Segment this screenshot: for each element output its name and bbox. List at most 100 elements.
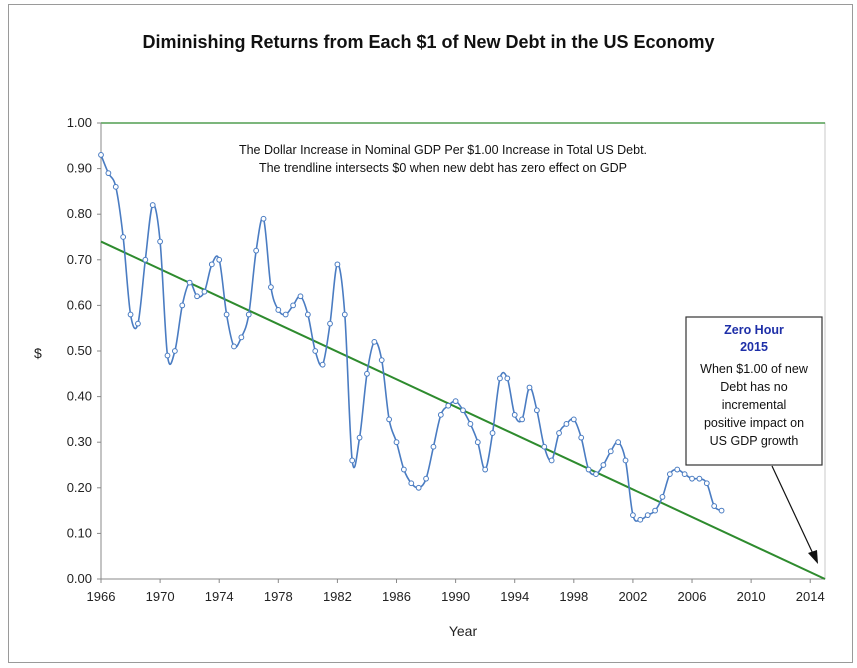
data-point [208,261,215,268]
data-point [711,503,718,509]
data-point [408,480,415,487]
data-point [371,338,378,345]
data-point [282,311,289,318]
data-point [393,439,400,446]
y-tick-label: 0.50 [67,343,92,358]
y-tick-label: 0.60 [67,297,92,312]
data-point [127,311,134,318]
callout-body-line-4: positive impact on [704,416,804,430]
callout-body-line-3: incremental [722,398,787,412]
x-tick-label: 1978 [264,589,293,604]
data-point [98,152,104,158]
data-point [533,407,540,414]
x-tick-label: 1966 [87,589,116,604]
y-tick-label: 0.00 [67,571,92,586]
data-point [149,202,156,208]
data-point [437,411,444,418]
y-axis-title: $ [34,345,42,361]
data-point [637,516,644,523]
data-point [526,384,533,391]
data-point [652,507,658,514]
callout-title-line-2: 2015 [740,340,768,354]
data-point [238,334,245,341]
x-tick-label: 1986 [382,589,411,604]
data-point [548,457,555,464]
chart-title: Diminishing Returns from Each $1 of New … [142,32,715,52]
data-point [157,238,164,245]
data-point [415,484,422,491]
data-point [674,466,681,473]
x-tick-label: 2006 [678,589,707,604]
data-point [666,471,673,478]
x-tick-label: 1994 [500,589,529,604]
data-point [541,443,548,450]
data-point [304,311,311,318]
data-point [400,466,407,473]
data-point [253,247,260,254]
data-point [171,348,178,354]
data-point [585,466,592,473]
x-tick-label: 1990 [441,589,470,604]
callout-body-line-2: Debt has no [720,380,787,394]
series-layer [98,152,725,523]
data-point [570,416,577,423]
data-point [482,466,489,473]
data-point [696,475,703,482]
data-point [356,434,363,441]
data-point [644,512,651,519]
x-tick-label: 2014 [796,589,825,604]
y-tick-label: 0.90 [67,161,92,176]
y-tick-label: 0.10 [67,525,92,540]
x-axis-title: Year [449,623,478,639]
data-point [112,183,119,190]
data-point [268,284,274,291]
x-axis-ticks: 1966 1970 1974 1978 1982 1986 1990 1994 1998 2002… [87,579,825,604]
data-point [474,439,481,446]
data-point [593,471,599,478]
callout-arrow-head-icon [808,550,818,564]
data-point [364,370,370,377]
callout-title-line-1: Zero Hour [724,323,784,337]
callout-box [685,316,823,466]
x-tick-label: 2010 [737,589,766,604]
data-point [105,170,112,177]
data-point [319,361,326,368]
data-point [349,457,356,464]
x-tick-label: 1974 [205,589,234,604]
data-point [245,311,252,318]
y-tick-label: 0.20 [67,480,92,495]
data-point [378,357,385,364]
data-point [630,512,636,519]
y-axis-ticks: 0.00 0.10 0.20 0.30 0.40 0.50 0.60 0.70 0.80 0.90… [67,115,101,586]
data-point [489,430,496,436]
x-tick-label: 1982 [323,589,352,604]
data-point [556,430,562,436]
data-point [460,407,466,414]
data-point [290,302,296,309]
data-point [194,293,200,300]
y-tick-label: 0.30 [67,434,92,449]
callout-body-line-5: US GDP growth [710,434,799,448]
y-tick-label: 0.40 [67,389,92,404]
data-point [452,398,459,405]
data-point [600,462,607,468]
data-point [430,443,437,450]
annotation-line-2: The trendline intersects $0 when new deb… [259,161,627,175]
data-point [504,375,511,382]
data-point [703,480,710,487]
data-point [681,471,688,478]
data-point [179,302,186,309]
x-tick-label: 2002 [618,589,647,604]
data-point [231,343,237,350]
data-point [142,256,149,263]
data-point [164,352,171,359]
data-point [327,320,333,327]
callout-body-line-1: When $1.00 of new [700,362,809,376]
data-point [223,311,230,318]
data-point [615,439,622,446]
data-point [201,288,208,295]
data-point [607,448,614,455]
data-point [120,234,127,240]
data-point [334,261,341,268]
data-point [519,416,526,423]
